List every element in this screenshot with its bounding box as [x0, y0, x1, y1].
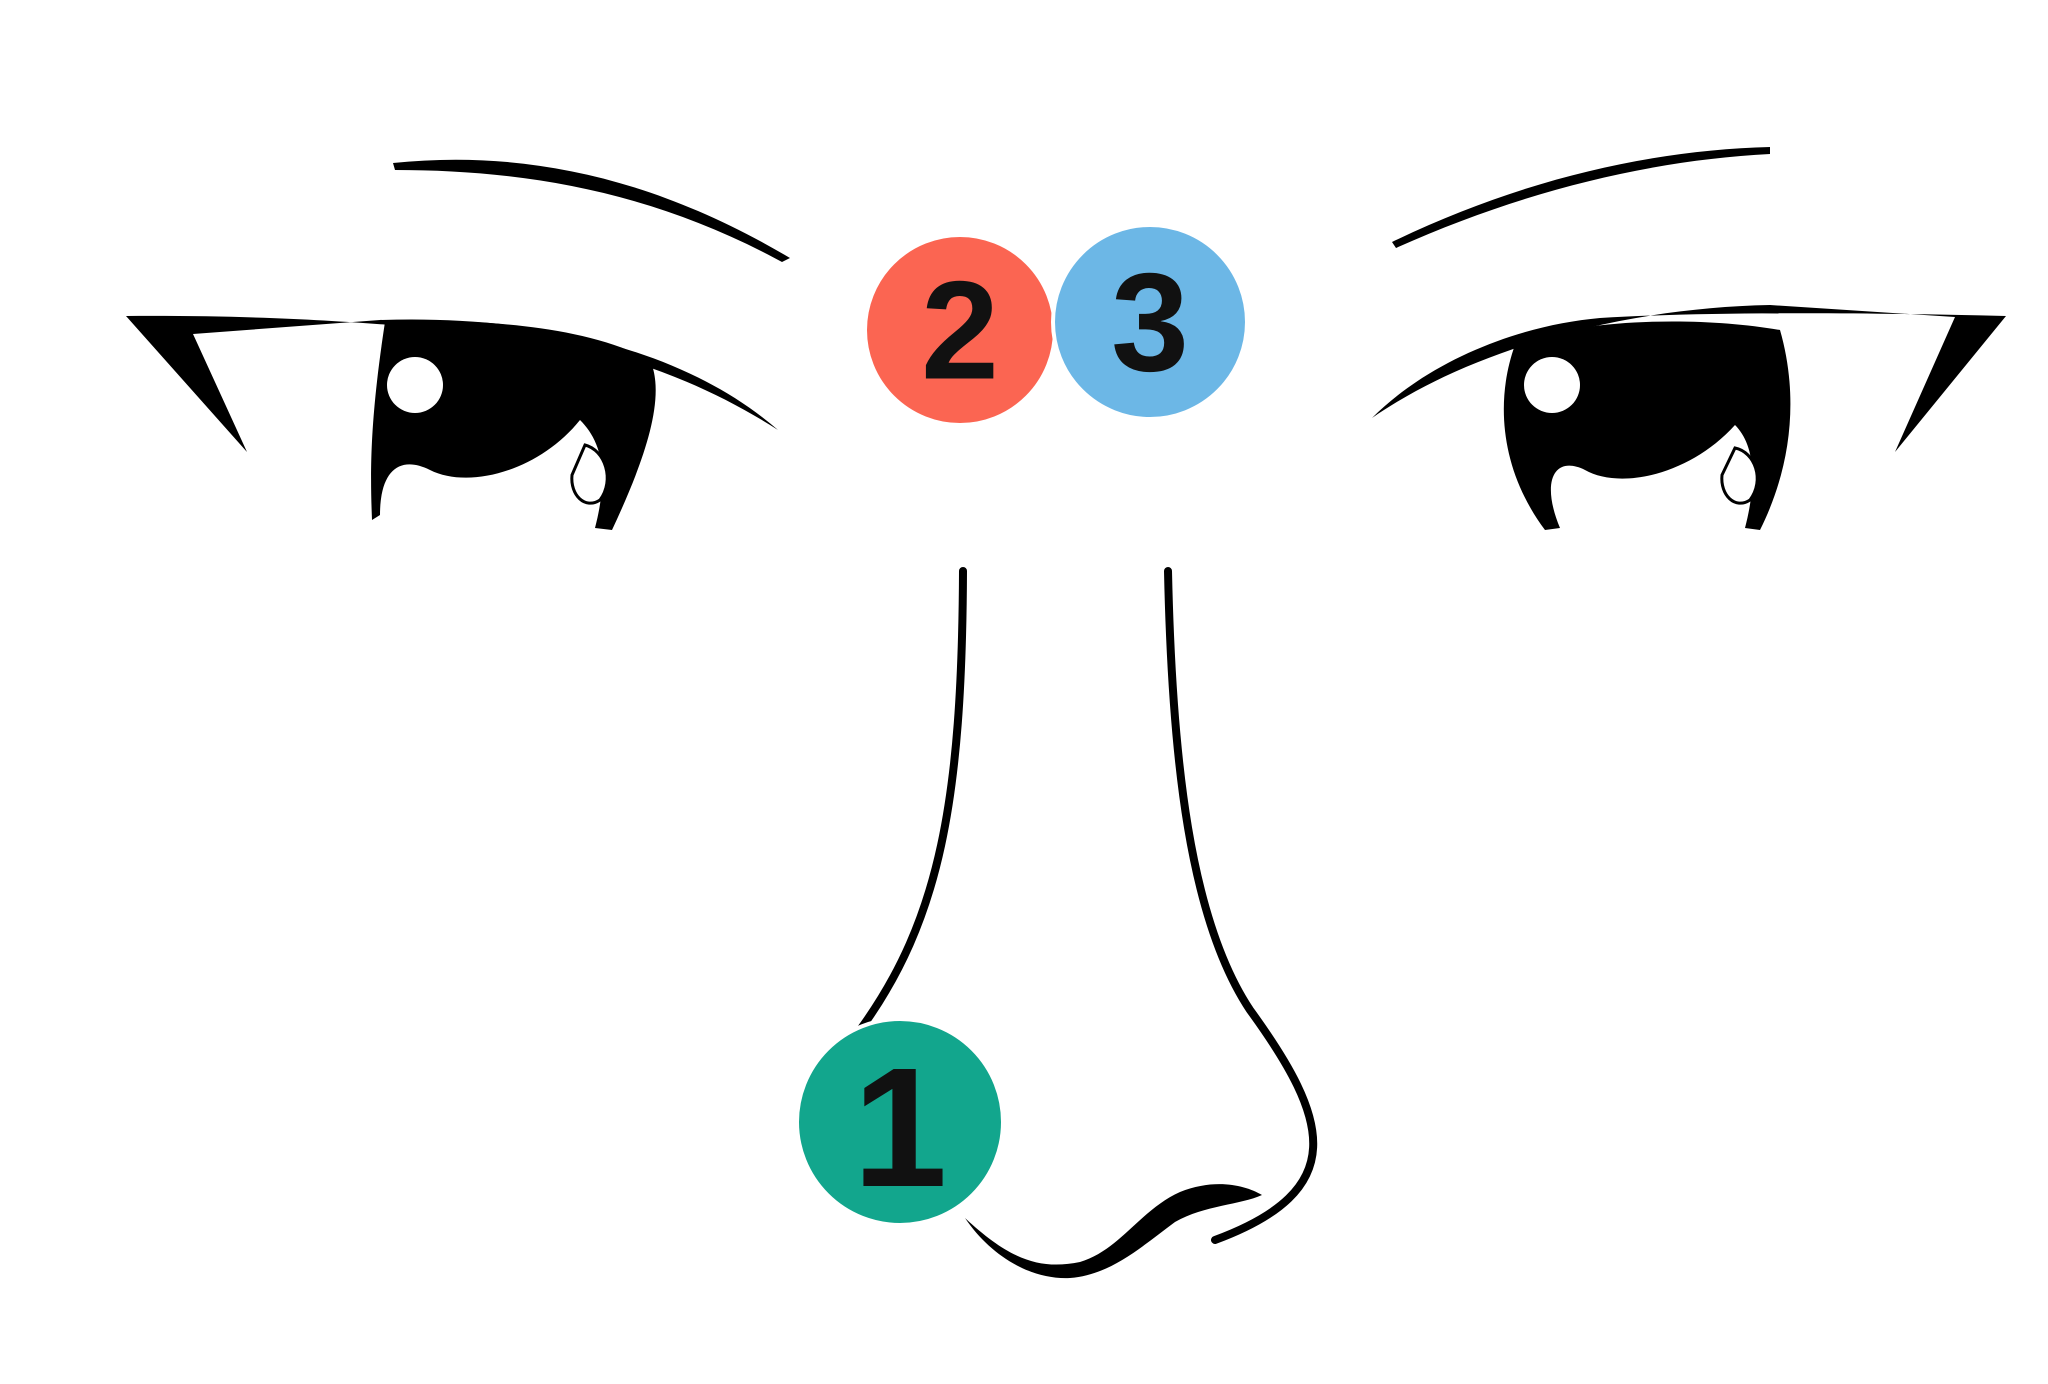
marker-3-circle: [1051, 223, 1249, 421]
right-eyebrow: [1392, 147, 1770, 248]
marker-1-label: 1: [853, 1033, 948, 1223]
left-iris: [371, 321, 656, 530]
left-eye: [126, 315, 778, 530]
marker-2: 2: [863, 233, 1057, 427]
marker-1: 1: [795, 1017, 1005, 1227]
marker-3: 3: [1051, 223, 1249, 421]
left-eye-sparkle: [570, 443, 609, 505]
nose-bottom: [965, 1184, 1262, 1279]
left-eyebrow: [393, 159, 790, 262]
right-eye-highlight: [1524, 357, 1580, 413]
marker-3-label: 3: [1111, 244, 1189, 401]
marker-2-label: 2: [921, 252, 999, 409]
left-eye-highlight: [387, 357, 443, 413]
nose-right-line: [1164, 567, 1318, 1244]
marker-1-circle: [795, 1017, 1005, 1227]
right-eye: [1372, 305, 2006, 530]
right-eye-sparkle: [1720, 446, 1759, 505]
